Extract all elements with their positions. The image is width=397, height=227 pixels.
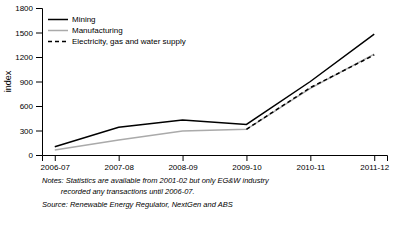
legend-item: Manufacturing — [48, 26, 123, 35]
x-tick-label: 2008-09 — [168, 163, 198, 172]
y-axis: 0 300 600 900 1200 1500 1800 — [15, 4, 42, 160]
x-tick-label: 2011-12 — [360, 163, 389, 172]
y-tick-label: 0 — [29, 151, 34, 160]
annotation: recorded any transactions until 2006-07. — [42, 187, 195, 196]
y-tick: 1800 — [15, 4, 42, 13]
x-tick-label: 2006-07 — [41, 163, 71, 172]
y-tick-mark — [36, 33, 42, 34]
x-tick-label: 2010-11 — [296, 163, 325, 172]
y-tick-mark — [36, 57, 42, 58]
x-tick-mark — [119, 155, 120, 161]
y-tick-label: 900 — [20, 78, 34, 87]
y-tick: 900 — [20, 78, 42, 87]
y-tick-label: 300 — [20, 127, 34, 136]
x-tick: 2008-09 — [168, 155, 198, 172]
y-tick: 600 — [20, 102, 42, 111]
legend-item: Mining — [48, 15, 96, 24]
y-tick-mark — [36, 82, 42, 83]
x-tick: 2011-12 — [360, 155, 389, 172]
x-tick: 2009-10 — [232, 155, 262, 172]
legend-label: Electricity, gas and water supply — [72, 37, 186, 46]
legend-label: Manufacturing — [72, 26, 123, 35]
y-axis-line — [36, 9, 43, 156]
x-tick-mark — [310, 155, 311, 161]
y-tick-label: 1200 — [15, 53, 33, 62]
legend-swatch — [48, 30, 68, 32]
y-tick-label: 600 — [20, 102, 34, 111]
y-tick: 300 — [20, 127, 42, 136]
y-tick: 1500 — [15, 29, 42, 38]
y-tick: 0 — [29, 151, 42, 160]
chart: 0 300 600 900 1200 1500 1800 2006-07 2007-08 2008… — [0, 0, 397, 227]
y-tick-mark — [36, 106, 42, 107]
x-tick-label: 2009-10 — [232, 163, 262, 172]
annotation: Source: Renewable Energy Regulator, Next… — [42, 200, 233, 209]
x-tick-mark — [374, 155, 375, 161]
lines — [55, 34, 374, 150]
legend-swatch — [48, 19, 68, 21]
series-line — [55, 54, 374, 150]
x-tick-label: 2007-08 — [104, 163, 134, 172]
y-tick-mark — [36, 8, 42, 9]
legend-swatch — [48, 41, 68, 43]
x-tick: 2006-07 — [41, 155, 71, 172]
x-tick-mark — [246, 155, 247, 161]
legend-item: Electricity, gas and water supply — [48, 37, 186, 46]
annotation: Notes: Statistics are available from 200… — [42, 176, 270, 185]
legend: Mining Manufacturing Electricity, gas and … — [48, 15, 186, 46]
x-tick: 2010-11 — [296, 155, 325, 172]
x-tick: 2007-08 — [104, 155, 134, 172]
y-tick-mark — [36, 131, 42, 132]
y-tick-mark — [36, 155, 42, 156]
series-line — [246, 55, 374, 129]
x-tick-mark — [55, 155, 56, 161]
plot: 0 300 600 900 1200 1500 1800 2006-07 2007-08 2008… — [15, 4, 389, 172]
y-axis-title: index — [3, 70, 13, 92]
legend-label: Mining — [72, 15, 96, 24]
y-tick: 1200 — [15, 53, 42, 62]
x-axis-line — [43, 156, 388, 162]
y-tick-label: 1500 — [15, 29, 33, 38]
x-axis: 2006-07 2007-08 2008-09 2009-10 2010-11 2011-… — [41, 155, 390, 172]
x-tick-mark — [183, 155, 184, 161]
y-tick-label: 1800 — [15, 4, 33, 13]
